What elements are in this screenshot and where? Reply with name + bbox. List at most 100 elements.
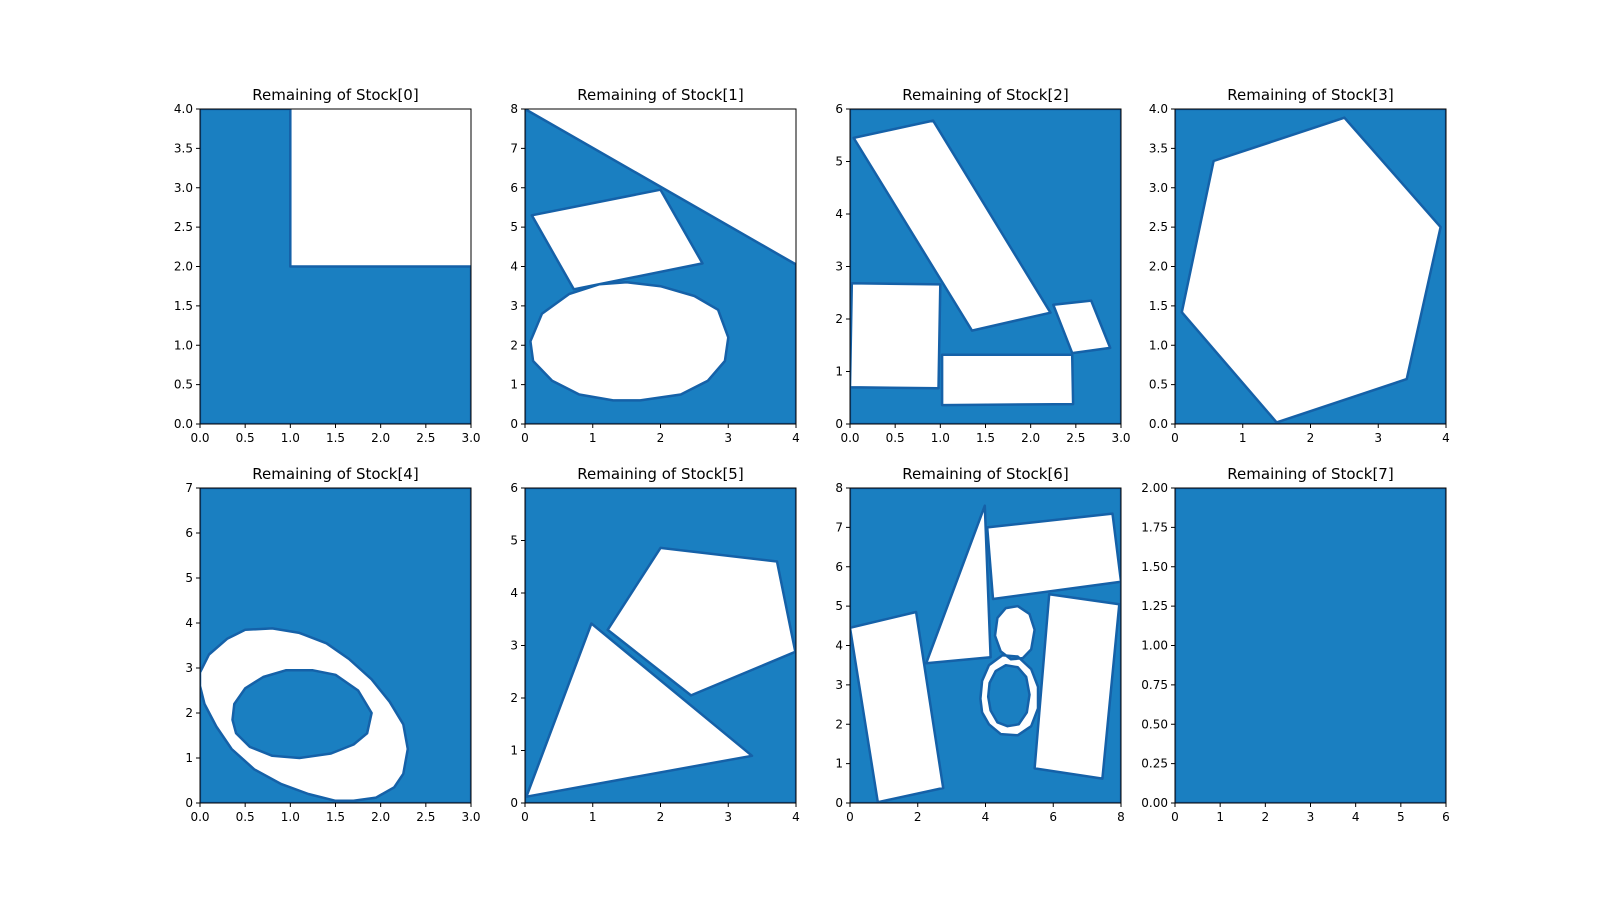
x-tick-label: 0 xyxy=(521,431,529,445)
y-tick-label: 1 xyxy=(835,757,843,771)
y-tick-label: 8 xyxy=(835,481,843,495)
y-tick-label: 3 xyxy=(835,678,843,692)
y-tick-label: 0.50 xyxy=(1141,717,1168,731)
y-tick-label: 4 xyxy=(835,639,843,653)
subplot-title: Remaining of Stock[4] xyxy=(252,465,418,483)
x-tick-label: 2.5 xyxy=(416,810,435,824)
remaining-region xyxy=(1175,488,1446,803)
subplot-7: 0 1 2 3 4 5 6 0.00 0.25 0.50 0.75 1.00 1.25 1.50 1.75 2… xyxy=(1141,465,1450,824)
y-tick-label: 2.5 xyxy=(174,220,193,234)
y-tick-label: 0.25 xyxy=(1141,757,1168,771)
x-tick-label: 3.0 xyxy=(1111,431,1130,445)
x-tick-label: 1 xyxy=(1216,810,1224,824)
y-tick-label: 1.5 xyxy=(174,299,193,313)
y-tick-label: 5 xyxy=(510,534,518,548)
y-tick-label: 4 xyxy=(510,586,518,600)
y-tick-label: 2 xyxy=(510,691,518,705)
x-tick-label: 0.0 xyxy=(190,431,209,445)
remaining-region xyxy=(200,488,471,803)
y-tick-label: 6 xyxy=(510,481,518,495)
y-tick-label: 2 xyxy=(185,706,193,720)
remaining-region xyxy=(200,109,471,424)
x-tick-label: 2.0 xyxy=(1021,431,1040,445)
remaining-island-0 xyxy=(231,669,373,760)
x-tick-label: 3.0 xyxy=(461,810,480,824)
subplot-2: 0.0 0.5 1.0 1.5 2.0 2.5 3.0 0 1 2 3 4 5 6 Remaining of… xyxy=(835,86,1130,445)
y-tick-label: 0 xyxy=(185,796,193,810)
x-tick-label: 2 xyxy=(914,810,922,824)
y-tick-label: 0.5 xyxy=(174,378,193,392)
remaining-region xyxy=(850,109,1121,424)
remaining-region xyxy=(850,488,1121,803)
y-tick-label: 2.5 xyxy=(1149,220,1168,234)
x-tick-label: 4 xyxy=(792,431,800,445)
x-tick-label: 1.5 xyxy=(976,431,995,445)
x-tick-label: 4 xyxy=(1352,810,1360,824)
x-tick-label: 3 xyxy=(1307,810,1315,824)
subplot-title: Remaining of Stock[6] xyxy=(902,465,1068,483)
x-tick-label: 1 xyxy=(589,810,597,824)
y-tick-label: 1.25 xyxy=(1141,599,1168,613)
y-tick-label: 3 xyxy=(510,639,518,653)
y-tick-label: 0.75 xyxy=(1141,678,1168,692)
y-tick-label: 2 xyxy=(510,338,518,352)
x-tick-label: 0.5 xyxy=(236,810,255,824)
y-tick-label: 1 xyxy=(510,378,518,392)
y-tick-label: 5 xyxy=(185,571,193,585)
y-tick-label: 1 xyxy=(835,365,843,379)
subplot-title: Remaining of Stock[1] xyxy=(577,86,743,104)
x-tick-label: 0 xyxy=(846,810,854,824)
y-tick-label: 1.5 xyxy=(1149,299,1168,313)
y-tick-label: 3 xyxy=(835,260,843,274)
y-tick-label: 4 xyxy=(185,616,193,630)
y-tick-label: 3.5 xyxy=(174,141,193,155)
x-tick-label: 2 xyxy=(1307,431,1315,445)
x-tick-label: 1.0 xyxy=(281,431,300,445)
y-tick-label: 3.5 xyxy=(1149,141,1168,155)
y-tick-label: 7 xyxy=(835,520,843,534)
x-tick-label: 2 xyxy=(657,810,665,824)
y-tick-label: 8 xyxy=(510,102,518,116)
subplot-title: Remaining of Stock[5] xyxy=(577,465,743,483)
subplot-4: 0.0 0.5 1.0 1.5 2.0 2.5 3.0 0 1 2 3 4 5 6 7 Remaining o… xyxy=(185,465,480,824)
x-tick-label: 0.5 xyxy=(236,431,255,445)
x-tick-label: 3.0 xyxy=(461,431,480,445)
y-tick-label: 0 xyxy=(835,796,843,810)
y-tick-label: 6 xyxy=(185,526,193,540)
y-tick-label: 1.50 xyxy=(1141,560,1168,574)
y-tick-label: 4.0 xyxy=(1149,102,1168,116)
x-tick-label: 1 xyxy=(589,431,597,445)
x-tick-label: 5 xyxy=(1397,810,1405,824)
x-tick-label: 1.5 xyxy=(326,431,345,445)
y-tick-label: 3.0 xyxy=(1149,181,1168,195)
x-tick-label: 6 xyxy=(1442,810,1450,824)
y-tick-label: 6 xyxy=(835,560,843,574)
x-tick-label: 8 xyxy=(1117,810,1125,824)
y-tick-label: 0.5 xyxy=(1149,378,1168,392)
x-tick-label: 2 xyxy=(1262,810,1270,824)
x-tick-label: 0.0 xyxy=(840,431,859,445)
y-tick-label: 4 xyxy=(510,260,518,274)
y-tick-label: 2 xyxy=(835,717,843,731)
x-tick-label: 4 xyxy=(792,810,800,824)
y-tick-label: 0 xyxy=(835,417,843,431)
x-tick-label: 2.0 xyxy=(371,810,390,824)
y-tick-label: 1.00 xyxy=(1141,639,1168,653)
y-tick-label: 5 xyxy=(835,599,843,613)
y-tick-label: 0.0 xyxy=(174,417,193,431)
y-tick-label: 2.0 xyxy=(1149,260,1168,274)
y-tick-label: 2.0 xyxy=(174,260,193,274)
x-tick-label: 0 xyxy=(1171,431,1179,445)
y-tick-label: 1.0 xyxy=(1149,338,1168,352)
subplot-3: 0 1 2 3 4 0.0 0.5 1.0 1.5 2.0 2.5 3.0 3.5 4.0 Remainin… xyxy=(1149,86,1450,445)
x-tick-label: 3 xyxy=(724,431,732,445)
x-tick-label: 2.0 xyxy=(371,431,390,445)
y-tick-label: 2.00 xyxy=(1141,481,1168,495)
x-tick-label: 0 xyxy=(1171,810,1179,824)
y-tick-label: 0 xyxy=(510,417,518,431)
x-tick-label: 1.0 xyxy=(281,810,300,824)
y-tick-label: 0.0 xyxy=(1149,417,1168,431)
x-tick-label: 1 xyxy=(1239,431,1247,445)
subplot-0: 0.0 0.5 1.0 1.5 2.0 2.5 3.0 0.0 0.5 1.0 1.5 2.0 2.5 3… xyxy=(174,86,481,445)
